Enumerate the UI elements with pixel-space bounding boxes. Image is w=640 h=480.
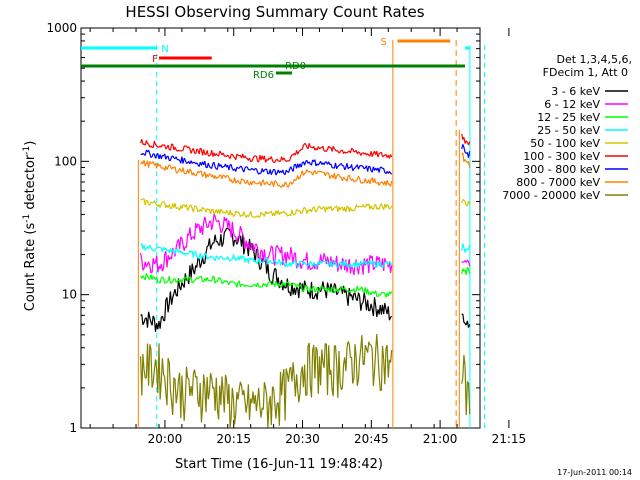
legend-entry-label: 3 - 6 keV xyxy=(551,85,600,98)
series-line-6-12keV-tail xyxy=(461,259,471,267)
legend-header-1: Det 1,3,4,5,6, xyxy=(556,53,632,66)
y-tick-label: 100 xyxy=(54,154,77,168)
legend-entry-label: 100 - 300 keV xyxy=(523,150,600,163)
legend-entry-label: 300 - 800 keV xyxy=(523,163,600,176)
y-tick-label: 1 xyxy=(69,421,77,435)
flag-label: S xyxy=(380,37,386,48)
y-axis-label: Count Rate (s-1 detector-1) xyxy=(22,141,38,312)
series-line-25-50keV-tail xyxy=(461,243,471,253)
series-line-100-300keV-tail xyxy=(461,133,471,146)
x-tick-label: 20:15 xyxy=(216,432,251,446)
plot-frame xyxy=(80,27,481,429)
flag-label: RD0 xyxy=(285,61,306,72)
x-tick-label: 21:00 xyxy=(423,432,458,446)
legend-entry-label: 6 - 12 keV xyxy=(544,98,600,111)
series-line-50-100keV-tail xyxy=(461,198,471,207)
x-axis-label: Start Time (16-Jun-11 19:48:42) xyxy=(175,457,383,472)
legend-entry-label: 800 - 7000 keV xyxy=(516,176,600,189)
y-axis-label-sup1: -1 xyxy=(22,214,32,223)
y-tick-label: 10 xyxy=(62,288,77,302)
series-line-12-25keV xyxy=(140,273,393,298)
series-line-7000-20000keV xyxy=(140,333,393,429)
legend-entry-label: 7000 - 20000 keV xyxy=(502,189,600,202)
y-axis-label-mid: detector xyxy=(23,154,38,214)
series-line-800-7000keV-tail xyxy=(461,152,471,168)
x-tick-label: 20:30 xyxy=(285,432,320,446)
flag-label: F xyxy=(152,54,158,65)
x-tick-label: 21:15 xyxy=(492,432,527,446)
y-tick-label: 1000 xyxy=(46,21,77,35)
y-axis-label-sup2: -1 xyxy=(22,146,32,155)
series-line-3-6keV-tail xyxy=(461,313,471,328)
flag-label: N xyxy=(161,44,168,55)
x-tick-label: 20:00 xyxy=(148,432,183,446)
series-line-25-50keV xyxy=(140,243,393,269)
footer-date: 17-Jun-2011 00:14 xyxy=(557,468,632,477)
legend-entry-label: 50 - 100 keV xyxy=(530,137,600,150)
series-line-7000-20000keV-tail xyxy=(461,355,471,416)
series-line-50-100keV xyxy=(140,198,393,218)
legend-entry-label: 12 - 25 keV xyxy=(537,111,600,124)
y-axis-label-end: ) xyxy=(23,141,38,146)
series-line-300-800keV xyxy=(140,149,393,176)
series-line-800-7000keV xyxy=(140,160,393,188)
legend-entry-label: 25 - 50 keV xyxy=(537,124,600,137)
series-line-12-25keV-tail xyxy=(461,266,471,275)
series-line-100-300keV xyxy=(140,139,393,163)
flag-label: RD6 xyxy=(253,70,274,81)
chart-title: HESSI Observing Summary Count Rates xyxy=(125,3,424,21)
x-tick-label: 20:45 xyxy=(354,432,389,446)
y-axis-label-main: Count Rate (s xyxy=(23,223,38,312)
legend-header-2: FDecim 1, Att 0 xyxy=(543,66,628,79)
series-line-300-800keV-tail xyxy=(461,144,471,158)
